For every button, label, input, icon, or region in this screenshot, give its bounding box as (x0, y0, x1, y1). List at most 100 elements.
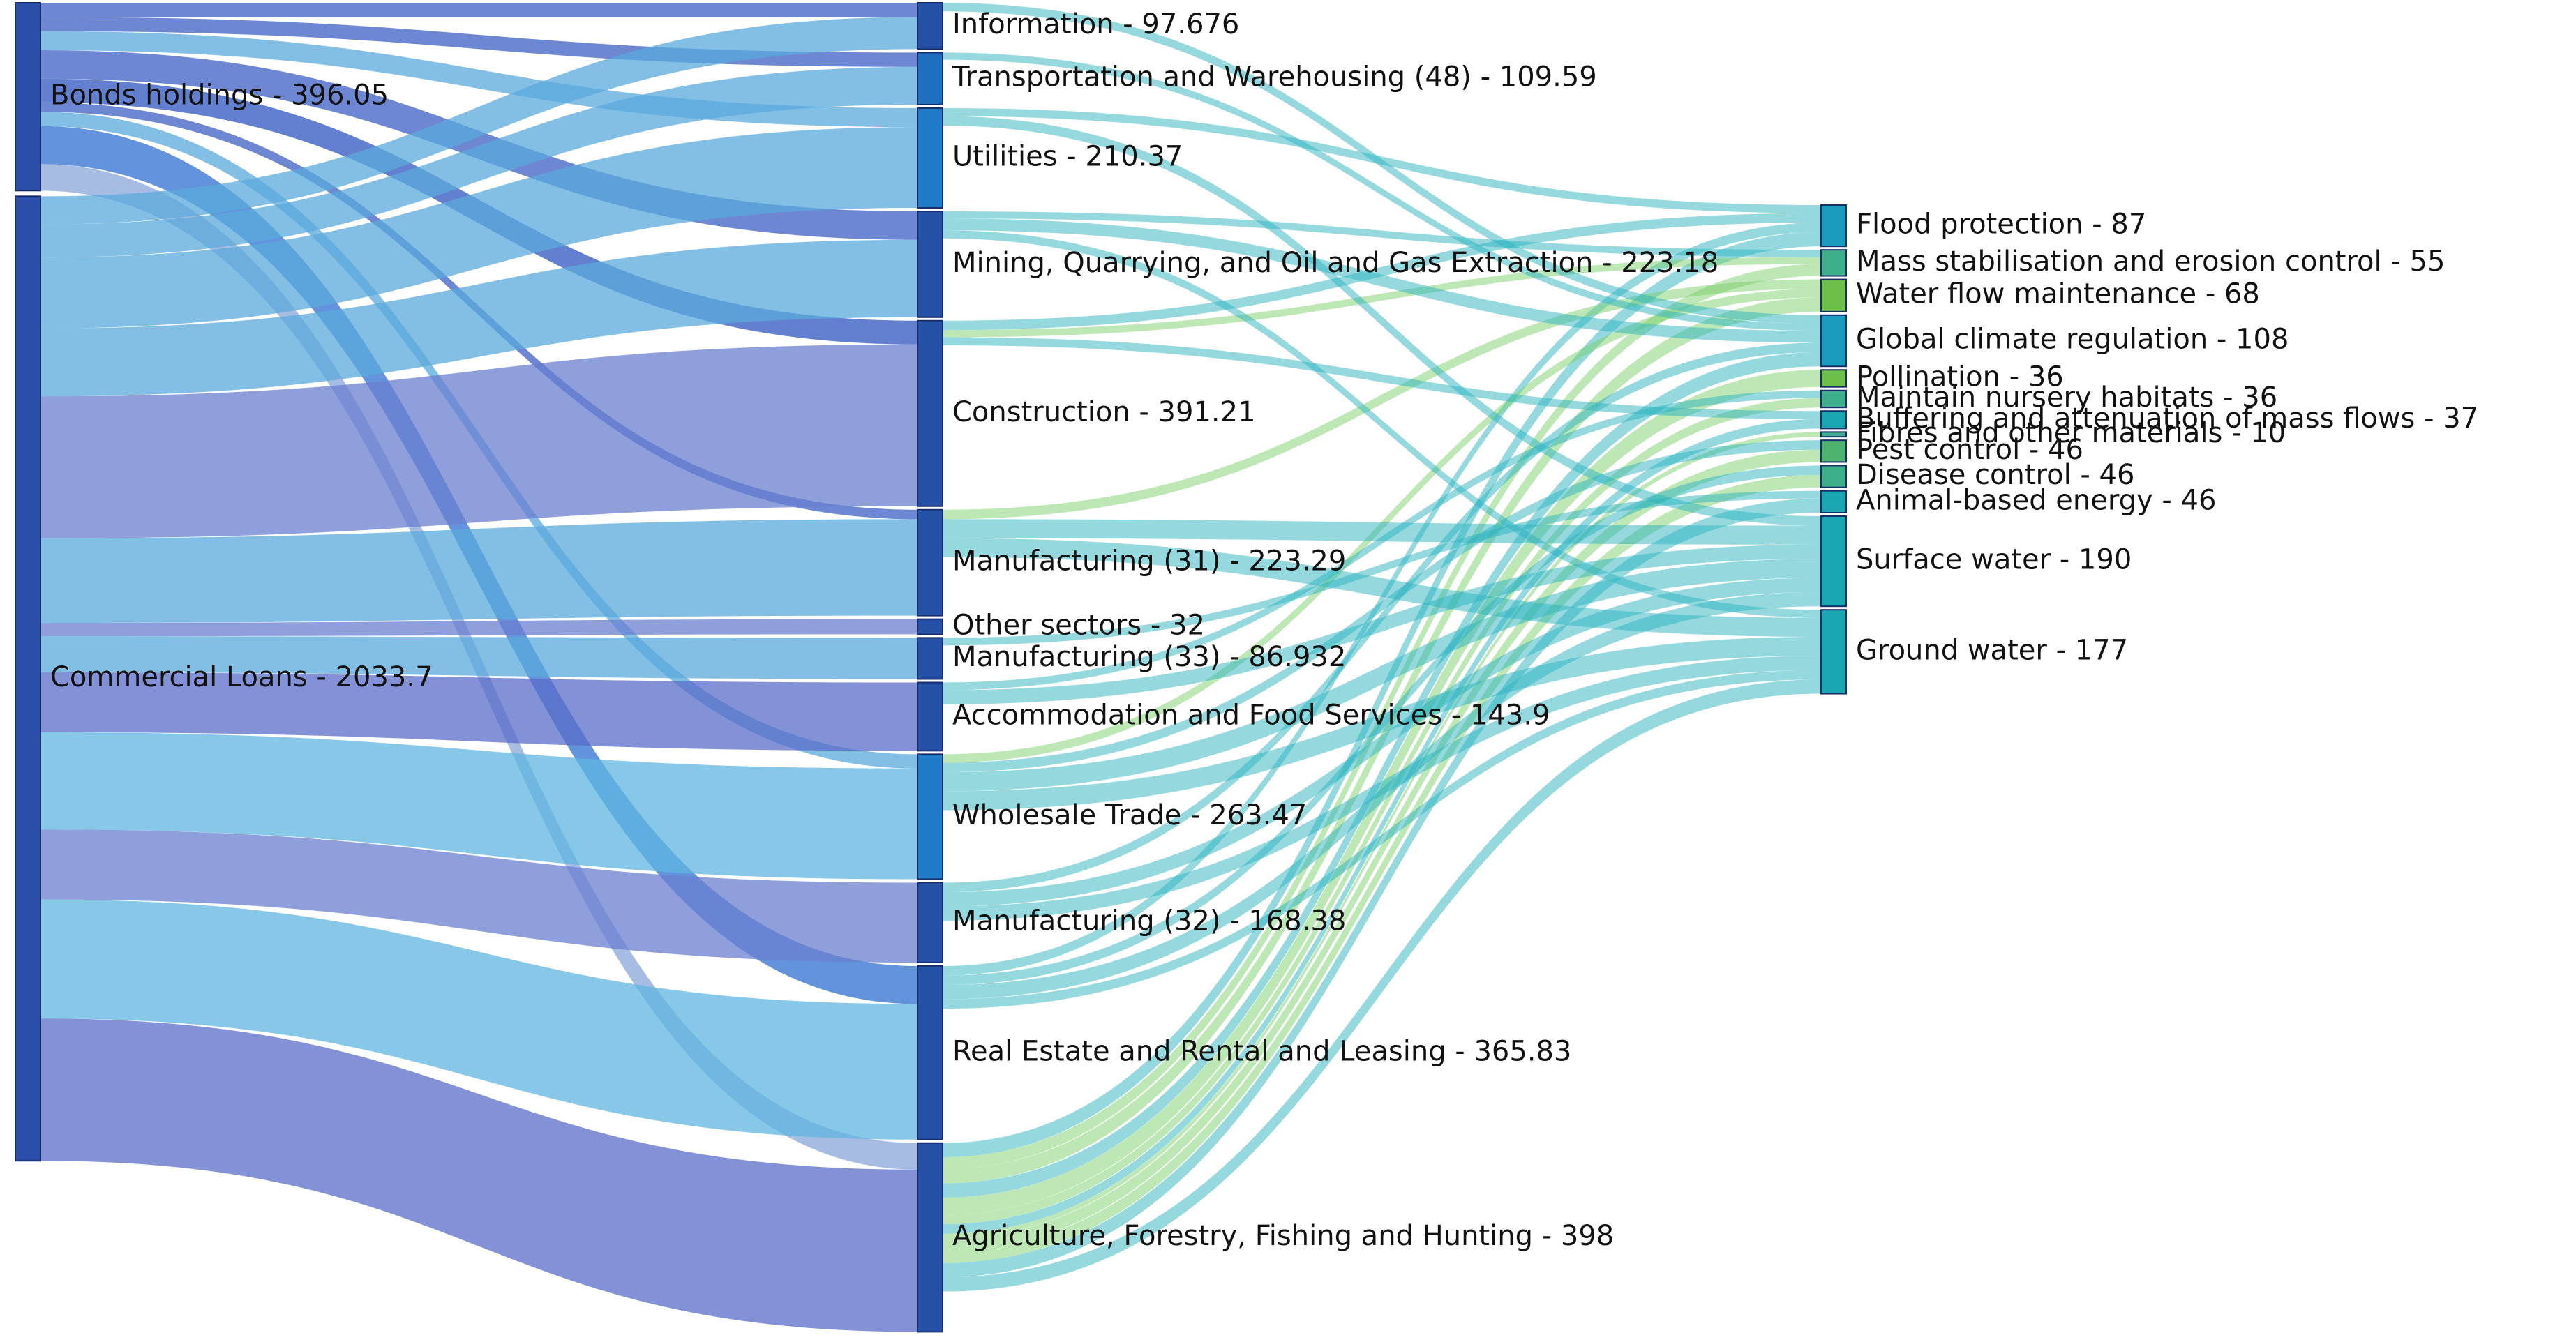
node-label: Fibres and other materials - 10 (1856, 417, 2286, 449)
link (40, 50, 918, 240)
node (1820, 465, 1847, 488)
node-label: Accommodation and Food Services - 143.9 (952, 699, 1550, 731)
node (917, 681, 943, 752)
link (40, 829, 918, 963)
node (1820, 609, 1847, 695)
node-label: Wholesale Trade - 263.47 (952, 799, 1307, 831)
link (40, 519, 918, 624)
node-label: Mining, Quarrying, and Oil and Gas Extra… (952, 247, 1718, 279)
node (1820, 439, 1847, 463)
node-label: Agriculture, Forestry, Fishing and Hunti… (952, 1220, 1614, 1252)
node-label: Mass stabilisation and erosion control -… (1856, 246, 2445, 278)
link (40, 672, 918, 751)
node (1820, 515, 1847, 608)
link (943, 398, 1821, 1225)
node-label: Maintain nursery habitats - 36 (1856, 382, 2277, 414)
node (917, 882, 943, 963)
node (917, 965, 943, 1140)
node (1820, 204, 1847, 248)
link (943, 352, 1821, 1198)
node (917, 618, 943, 635)
link (943, 559, 1821, 792)
node (917, 52, 943, 105)
link (943, 498, 1821, 1278)
node-label: Animal-based energy - 46 (1856, 484, 2216, 516)
node-label: Surface water - 190 (1856, 544, 2132, 576)
link (943, 679, 1821, 1292)
link (943, 232, 1821, 1158)
link (943, 440, 1821, 773)
node-label: Manufacturing (33) - 86.932 (952, 641, 1346, 673)
link (943, 230, 1821, 618)
node-label: Manufacturing (31) - 223.29 (952, 545, 1346, 578)
node-label: Bonds holdings - 396.05 (50, 80, 389, 112)
node (917, 637, 943, 680)
node (1820, 369, 1847, 388)
link (40, 1018, 918, 1332)
node (1820, 278, 1847, 312)
node-label: Pollination - 36 (1856, 361, 2064, 393)
link (943, 475, 1821, 1263)
link (943, 211, 1821, 257)
links (40, 3, 1821, 1332)
link (40, 732, 918, 880)
node (917, 107, 943, 209)
link (943, 670, 1821, 1009)
link (943, 419, 1821, 1234)
link (943, 578, 1821, 907)
node-label: Global climate regulation - 108 (1856, 324, 2289, 356)
node-label: Utilities - 210.37 (952, 140, 1183, 172)
node (917, 1142, 943, 1333)
link (943, 279, 1821, 520)
node (1820, 389, 1847, 409)
link (943, 490, 1821, 646)
node-label: Manufacturing (32) - 168.38 (952, 905, 1346, 937)
link (943, 223, 1821, 976)
link (40, 344, 918, 538)
link (943, 337, 1821, 419)
node-label: Pest control - 46 (1856, 434, 2083, 466)
link (943, 591, 1821, 1000)
node-label: Construction - 391.21 (952, 396, 1256, 428)
link (943, 449, 1821, 1251)
node (1820, 490, 1847, 513)
node-label: Commercial Loans - 2033.7 (50, 661, 433, 693)
link (943, 544, 1821, 704)
link (40, 899, 918, 1140)
node (917, 508, 943, 617)
node (1820, 431, 1847, 438)
node (917, 2, 943, 50)
node-label: Information - 97.676 (952, 8, 1239, 40)
link (943, 213, 1821, 331)
node (1820, 314, 1847, 368)
node-label: Transportation and Warehousing (48) - 10… (952, 61, 1597, 93)
link (40, 3, 918, 17)
link (40, 636, 918, 679)
node-label: Flood protection - 87 (1856, 209, 2146, 241)
link (943, 3, 1821, 324)
link (943, 257, 1821, 338)
node (1820, 410, 1847, 430)
node (1820, 249, 1847, 277)
link (943, 519, 1821, 545)
labels: Bonds holdings - 396.05 Commercial Loans … (50, 8, 2478, 1252)
link (943, 52, 1821, 331)
node-label: Disease control - 46 (1856, 459, 2134, 491)
link (943, 218, 1821, 343)
link (40, 239, 918, 397)
link (40, 66, 918, 258)
node-label: Water flow maintenance - 68 (1856, 278, 2260, 310)
node-label: Buffering and attenuation of mass flows … (1856, 402, 2478, 435)
link (943, 538, 1821, 637)
node (917, 753, 943, 880)
node-label: Real Estate and Rental and Leasing - 365… (952, 1035, 1571, 1067)
node-label: Ground water - 177 (1856, 634, 2128, 666)
node (917, 210, 943, 318)
link (40, 619, 918, 637)
link (40, 127, 918, 329)
link (943, 656, 1821, 921)
link (943, 636, 1821, 811)
node (917, 319, 943, 507)
link (40, 17, 918, 225)
